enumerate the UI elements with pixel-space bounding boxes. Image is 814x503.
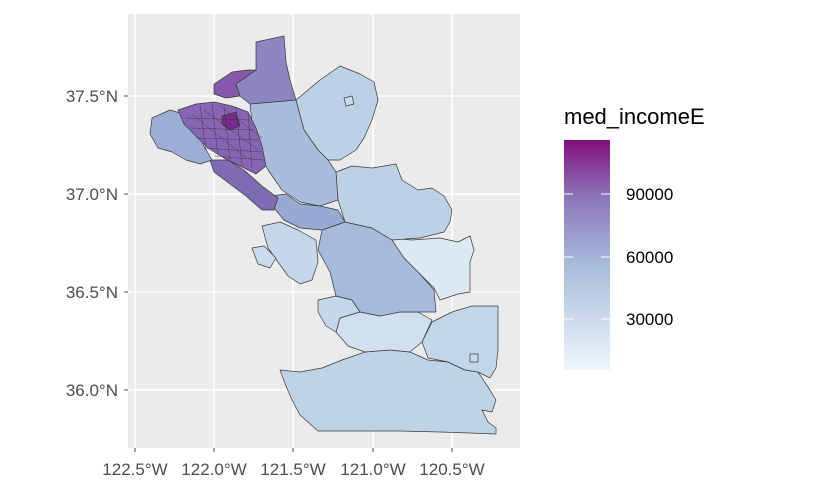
urban-tract-lines — [185, 103, 265, 169]
y-tick-label: 37.0°N — [66, 185, 118, 204]
region-lower-mid — [335, 311, 433, 353]
y-tick-label: 36.5°N — [66, 283, 118, 302]
x-tick-label: 121.0°W — [340, 460, 405, 479]
region-corridor-northwest — [209, 159, 279, 211]
legend-tick-label: 30000 — [626, 310, 673, 329]
legend-tick-label: 90000 — [626, 185, 673, 204]
x-tick-label: 122.5°W — [102, 460, 167, 479]
y-tick-label: 37.5°N — [66, 87, 118, 106]
region-corridor-mid — [269, 193, 346, 231]
region-island-south — [469, 353, 479, 363]
y-axis-labels: 37.5°N 37.0°N 36.5°N 36.0°N — [66, 87, 118, 400]
region-coast-south — [251, 245, 277, 269]
legend-colorbar — [564, 140, 610, 370]
region-east-mid — [335, 163, 453, 241]
legend-tick-label: 60000 — [626, 248, 673, 267]
legend: med_incomeE 90000 60000 30000 — [564, 104, 705, 370]
x-axis-labels: 122.5°W 122.0°W 121.5°W 121.0°W 120.5°W — [102, 460, 484, 479]
region-southeast — [421, 305, 499, 379]
y-tick-label: 36.0°N — [66, 381, 118, 400]
legend-ticks — [564, 193, 610, 320]
x-tick-label: 121.5°W — [260, 460, 325, 479]
x-tick-label: 120.5°W — [419, 460, 484, 479]
region-island-north — [343, 95, 355, 107]
region-north-purple — [213, 69, 257, 99]
axis-ticks — [124, 95, 453, 452]
x-tick-label: 122.0°W — [181, 460, 246, 479]
region-top-high-income — [221, 111, 241, 131]
legend-title: med_incomeE — [564, 104, 705, 129]
